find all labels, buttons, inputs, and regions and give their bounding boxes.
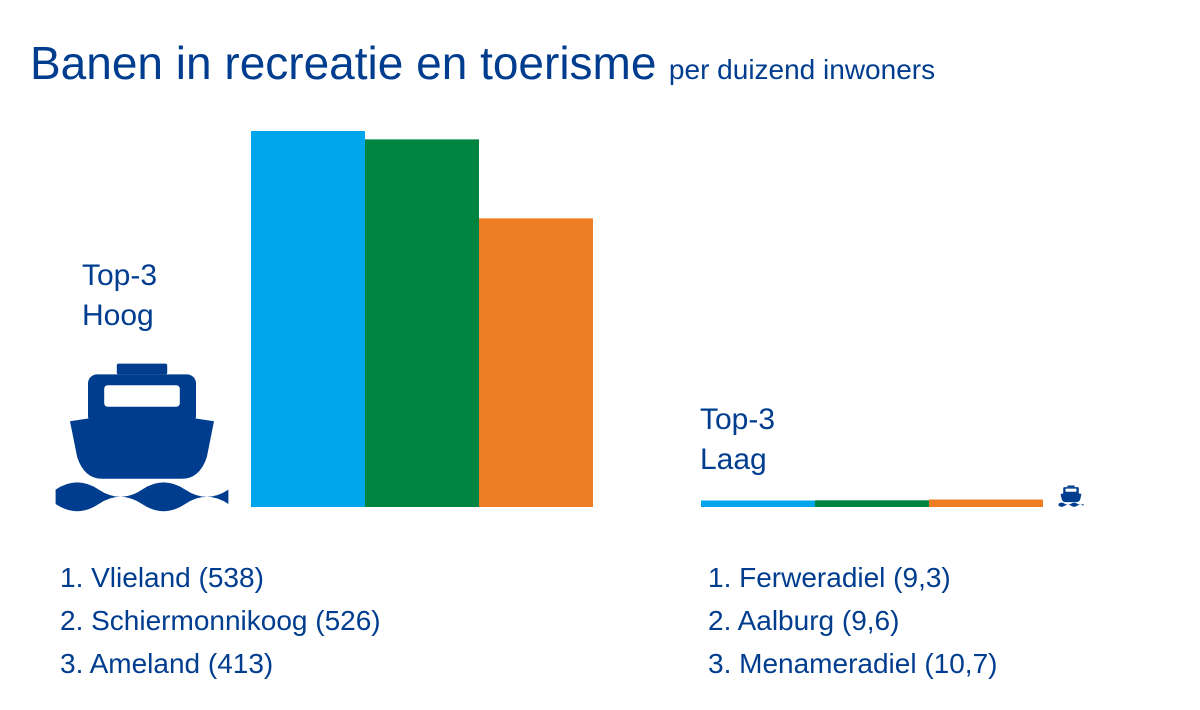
bar-aalburg (815, 500, 929, 507)
high-group-label-line-2: Hoog (82, 299, 154, 332)
low-bars-group (701, 499, 1043, 507)
legend-item: 2. Aalburg (9,6) (708, 605, 900, 636)
legend-item: 3. Menameradiel (10,7) (708, 648, 998, 679)
ferry-boat-icon (55, 363, 229, 512)
high-group-label-line-1: Top-3 (82, 259, 158, 292)
chart-title: Banen in recreatie en toerisme (30, 37, 657, 89)
ferry-boat-small-icon (1058, 485, 1084, 507)
high-bars-group (251, 131, 593, 508)
chart-subtitle: per duizend inwoners (668, 54, 936, 85)
low-legend: 1. Ferweradiel (9,3) 2. Aalburg (9,6) 3.… (708, 556, 997, 685)
low-group-label-line-2: Laag (700, 443, 767, 476)
high-group-label: Top-3 Hoog (82, 256, 157, 336)
legend-item: 2. Schiermonnikoog (526) (60, 605, 381, 636)
bar-vlieland (251, 131, 365, 507)
chart-title-row: Banen in recreatie en toerisme per duize… (30, 36, 935, 90)
high-legend: 1. Vlieland (538) 2. Schiermonnikoog (52… (60, 556, 381, 685)
legend-item: 1. Ferweradiel (9,3) (708, 562, 951, 593)
bar-ameland (479, 218, 593, 507)
bar-ferweradiel (701, 500, 815, 507)
low-group-label-line-1: Top-3 (700, 403, 776, 436)
low-group-label: Top-3 Laag (700, 400, 775, 480)
bar-schiermonnikoog (365, 139, 479, 508)
bar-menameradiel (929, 499, 1043, 507)
legend-item: 1. Vlieland (538) (60, 562, 264, 593)
legend-item: 3. Ameland (413) (60, 648, 274, 679)
